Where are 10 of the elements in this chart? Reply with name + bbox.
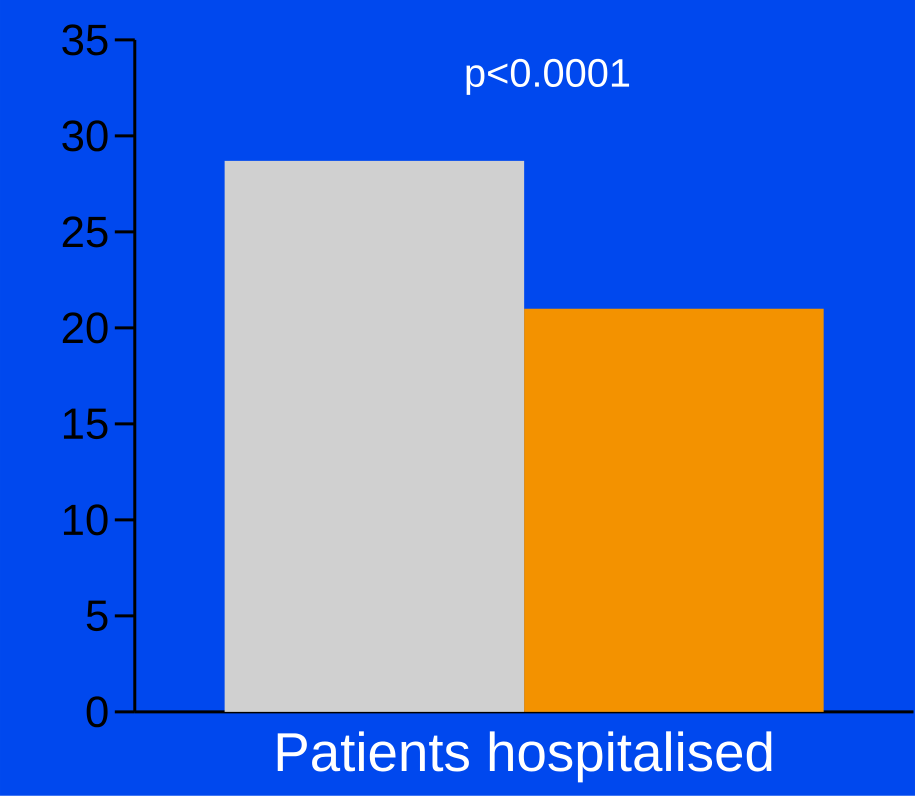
y-tick-label: 20 [62, 312, 108, 344]
y-tick-label: 0 [86, 696, 108, 728]
y-tick-label: 30 [62, 120, 108, 152]
y-tick-label: 25 [62, 216, 108, 248]
annotation: p<0.0001 [466, 59, 630, 96]
y-tick-label: 5 [86, 600, 108, 632]
x-tick-label: Patients hospitalised [278, 731, 772, 782]
y-tick-label: 35 [62, 24, 108, 56]
y-tick-label: 10 [64, 504, 108, 536]
y-tick-label: 15 [64, 408, 108, 440]
